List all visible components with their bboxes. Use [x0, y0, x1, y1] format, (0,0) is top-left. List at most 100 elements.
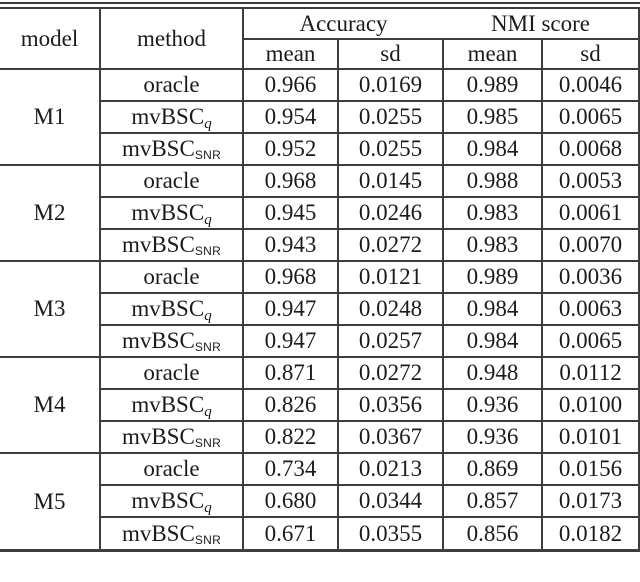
nmi-sd-cell: 0.0101 — [542, 421, 640, 454]
acc-mean-cell: 0.734 — [243, 453, 339, 486]
table-row: mvBSCq 0.947 0.0248 0.984 0.0063 — [0, 293, 640, 326]
method-label: mvBSC — [131, 488, 205, 513]
method-label: mvBSC — [131, 200, 205, 225]
nmi-mean-cell: 0.856 — [443, 517, 544, 549]
acc-mean-cell: 0.952 — [243, 133, 339, 166]
nmi-mean-cell: 0.989 — [443, 261, 544, 294]
acc-sd-cell: 0.0367 — [338, 421, 445, 454]
nmi-mean-cell: 0.984 — [443, 133, 544, 166]
results-table: model method Accuracy NMI score mean sd … — [0, 9, 640, 549]
acc-mean-cell: 0.968 — [243, 261, 339, 294]
acc-mean-cell: 0.966 — [243, 69, 339, 102]
acc-sd-cell: 0.0257 — [338, 325, 445, 358]
acc-mean-cell: 0.826 — [243, 389, 339, 422]
table-row: mvBSCq 0.954 0.0255 0.985 0.0065 — [0, 101, 640, 134]
method-subscript: q — [204, 308, 212, 325]
nmi-mean-cell: 0.988 — [443, 165, 544, 198]
nmi-sd-cell: 0.0112 — [542, 357, 640, 390]
header-acc-mean: mean — [243, 39, 339, 70]
method-cell: mvBSCq — [100, 293, 244, 326]
method-cell: mvBSCSNR — [100, 421, 244, 454]
acc-mean-cell: 0.947 — [243, 293, 339, 326]
method-subscript: SNR — [194, 340, 222, 355]
table-row: mvBSCSNR 0.822 0.0367 0.936 0.0101 — [0, 421, 640, 454]
model-cell: M1 — [0, 69, 101, 166]
acc-sd-cell: 0.0272 — [338, 229, 445, 262]
method-subscript: SNR — [194, 436, 222, 451]
table-top-rule-outer — [0, 2, 640, 4]
acc-mean-cell: 0.954 — [243, 101, 339, 134]
method-subscript: q — [204, 212, 212, 229]
table-header: model method Accuracy NMI score mean sd … — [0, 9, 640, 70]
header-nmi-group: NMI score — [443, 9, 640, 40]
method-label: oracle — [143, 72, 200, 97]
acc-mean-cell: 0.822 — [243, 421, 339, 454]
method-subscript: q — [204, 500, 212, 517]
header-row-groups: model method Accuracy NMI score — [0, 9, 640, 70]
acc-mean-cell: 0.680 — [243, 485, 339, 518]
table-row: mvBSCSNR 0.671 0.0355 0.856 0.0182 — [0, 517, 640, 549]
method-cell: oracle — [100, 453, 244, 486]
header-row-stats: mean sd mean sd — [0, 39, 640, 70]
method-cell: mvBSCq — [100, 197, 244, 230]
table-row: M4 oracle 0.871 0.0272 0.948 0.0112 — [0, 357, 640, 454]
method-label: oracle — [143, 168, 200, 193]
method-cell: mvBSCSNR — [100, 133, 244, 166]
method-label: mvBSC — [131, 296, 205, 321]
method-cell: oracle — [100, 357, 244, 390]
method-cell: mvBSCSNR — [100, 229, 244, 262]
header-model: model — [0, 9, 101, 70]
nmi-mean-cell: 0.936 — [443, 389, 544, 422]
header-method: method — [100, 9, 244, 70]
header-acc-sd: sd — [338, 39, 445, 70]
table-row: M1 oracle 0.966 0.0169 0.989 0.0046 — [0, 69, 640, 166]
nmi-sd-cell: 0.0036 — [542, 261, 640, 294]
model-cell: M5 — [0, 453, 101, 549]
acc-sd-cell: 0.0356 — [338, 389, 445, 422]
model-cell: M2 — [0, 165, 101, 262]
nmi-mean-cell: 0.983 — [443, 197, 544, 230]
acc-mean-cell: 0.943 — [243, 229, 339, 262]
method-subscript: SNR — [194, 244, 222, 259]
table-row: M5 oracle 0.734 0.0213 0.869 0.0156 — [0, 453, 640, 549]
acc-mean-cell: 0.945 — [243, 197, 339, 230]
nmi-mean-cell: 0.989 — [443, 69, 544, 102]
nmi-sd-cell: 0.0070 — [542, 229, 640, 262]
nmi-mean-cell: 0.984 — [443, 293, 544, 326]
nmi-mean-cell: 0.948 — [443, 357, 544, 390]
acc-sd-cell: 0.0246 — [338, 197, 445, 230]
method-label: oracle — [143, 264, 200, 289]
nmi-mean-cell: 0.869 — [443, 453, 544, 486]
nmi-sd-cell: 0.0053 — [542, 165, 640, 198]
method-label: mvBSC — [131, 104, 205, 129]
table-row: mvBSCq 0.680 0.0344 0.857 0.0173 — [0, 485, 640, 518]
acc-mean-cell: 0.947 — [243, 325, 339, 358]
acc-mean-cell: 0.871 — [243, 357, 339, 390]
method-cell: mvBSCq — [100, 389, 244, 422]
method-label: mvBSC — [121, 424, 195, 449]
method-cell: oracle — [100, 165, 244, 198]
acc-sd-cell: 0.0169 — [338, 69, 445, 102]
nmi-mean-cell: 0.936 — [443, 421, 544, 454]
nmi-mean-cell: 0.857 — [443, 485, 544, 518]
table-row: mvBSCq 0.826 0.0356 0.936 0.0100 — [0, 389, 640, 422]
nmi-sd-cell: 0.0065 — [542, 325, 640, 358]
table-row: mvBSCSNR 0.952 0.0255 0.984 0.0068 — [0, 133, 640, 166]
nmi-sd-cell: 0.0068 — [542, 133, 640, 166]
acc-sd-cell: 0.0121 — [338, 261, 445, 294]
nmi-mean-cell: 0.985 — [443, 101, 544, 134]
method-label: mvBSC — [131, 392, 205, 417]
nmi-sd-cell: 0.0046 — [542, 69, 640, 102]
table-row: M3 oracle 0.968 0.0121 0.989 0.0036 — [0, 261, 640, 358]
table-bottom-rule — [0, 549, 640, 552]
method-cell: mvBSCSNR — [100, 517, 244, 549]
method-cell: mvBSCq — [100, 101, 244, 134]
method-subscript: q — [204, 116, 212, 133]
acc-sd-cell: 0.0248 — [338, 293, 445, 326]
nmi-sd-cell: 0.0065 — [542, 101, 640, 134]
method-subscript: SNR — [194, 148, 222, 163]
table-row: mvBSCSNR 0.943 0.0272 0.983 0.0070 — [0, 229, 640, 262]
method-label: mvBSC — [121, 520, 195, 546]
method-label: mvBSC — [121, 328, 195, 353]
acc-sd-cell: 0.0255 — [338, 101, 445, 134]
